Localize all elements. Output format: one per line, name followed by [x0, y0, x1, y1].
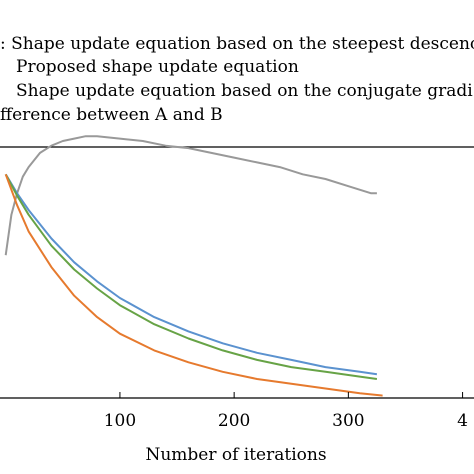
- series-line-2: [4, 173, 378, 376]
- x-tick-label-100: 100: [104, 411, 136, 431]
- series-line-1: [4, 135, 377, 256]
- x-tick-label-400: 4: [457, 411, 468, 431]
- legend-entry-4: fference between A and B: [0, 105, 223, 125]
- legend-entry-1: : Shape update equation based on the ste…: [0, 34, 474, 54]
- x-axis-label: Number of iterations: [145, 445, 326, 465]
- x-tick-label-200: 200: [218, 411, 250, 431]
- plot-area: 100 200 300 4: [0, 135, 474, 431]
- legend-entry-2: Proposed shape update equation: [16, 57, 299, 77]
- series-line-3: [4, 173, 378, 380]
- x-tick-label-300: 300: [332, 411, 364, 431]
- series-layer: [4, 135, 383, 397]
- series-line-4: [4, 173, 383, 397]
- x-ticks: 100 200 300 4: [104, 392, 468, 431]
- legend-entry-3: Shape update equation based on the conju…: [16, 81, 473, 101]
- legend: : Shape update equation based on the ste…: [0, 34, 474, 125]
